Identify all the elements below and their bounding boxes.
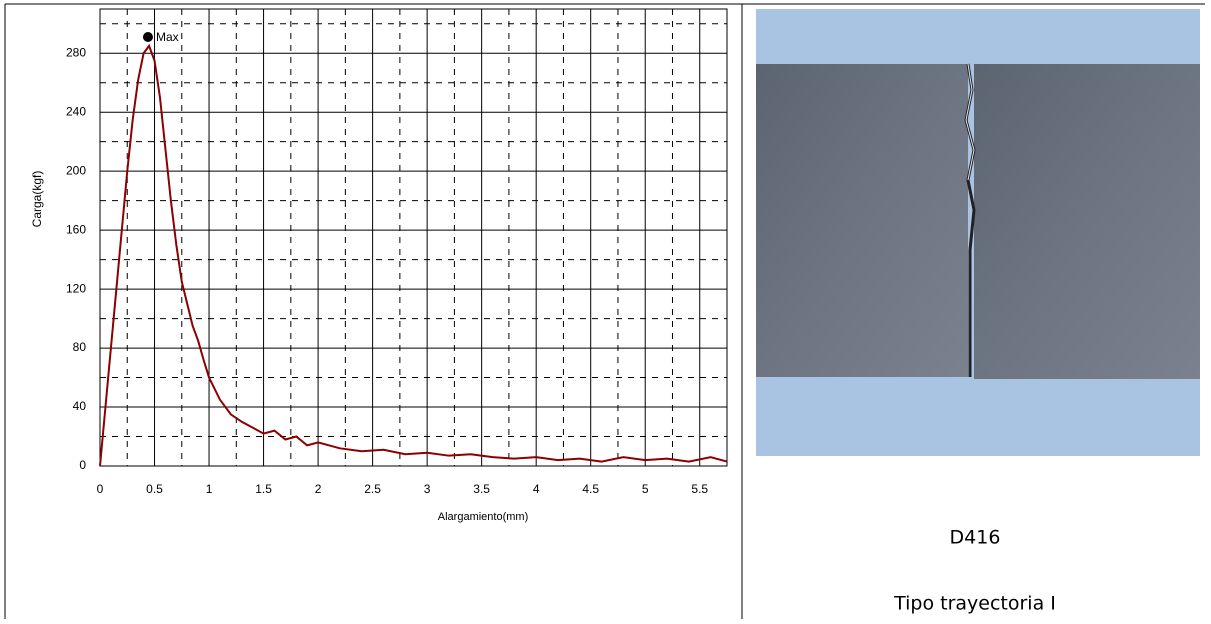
load-curve (99, 43, 728, 467)
y-tick-label: 200 (66, 163, 86, 177)
x-tick-label: 4.5 (582, 482, 599, 496)
y-axis-label: Carga(kgf) (30, 171, 44, 228)
x-tick-label: 0 (97, 482, 104, 496)
x-axis-label: Alargamiento(mm) (438, 511, 528, 523)
y-tick-label: 120 (66, 281, 86, 295)
y-tick-label: 280 (66, 45, 86, 59)
y-tick-label: 240 (66, 104, 86, 118)
photo-code: D416 (950, 527, 1001, 549)
x-tick-label: 3 (424, 482, 431, 496)
x-tick-label: 2 (315, 482, 322, 496)
x-tick-label: 1.5 (255, 482, 272, 496)
x-tick-label: 3.5 (473, 482, 490, 496)
x-tick-label: 2.5 (364, 482, 381, 496)
photo-type: Tipo trayectoria I (893, 593, 1056, 615)
photo (756, 9, 1200, 456)
plot-frame (99, 8, 728, 467)
x-tick-label: 5.5 (691, 482, 708, 496)
annotation: Max (156, 30, 179, 44)
x-tick-label: 5 (642, 482, 649, 496)
x-tick-label: 4 (533, 482, 540, 496)
y-tick-label: 160 (66, 222, 86, 236)
y-tick-label: 0 (79, 458, 86, 472)
x-tick-label: 1 (206, 482, 213, 496)
x-tick-label: 0.5 (146, 482, 163, 496)
y-tick-label: 40 (73, 399, 87, 413)
y-tick-label: 80 (73, 340, 87, 354)
max-marker (142, 32, 153, 43)
